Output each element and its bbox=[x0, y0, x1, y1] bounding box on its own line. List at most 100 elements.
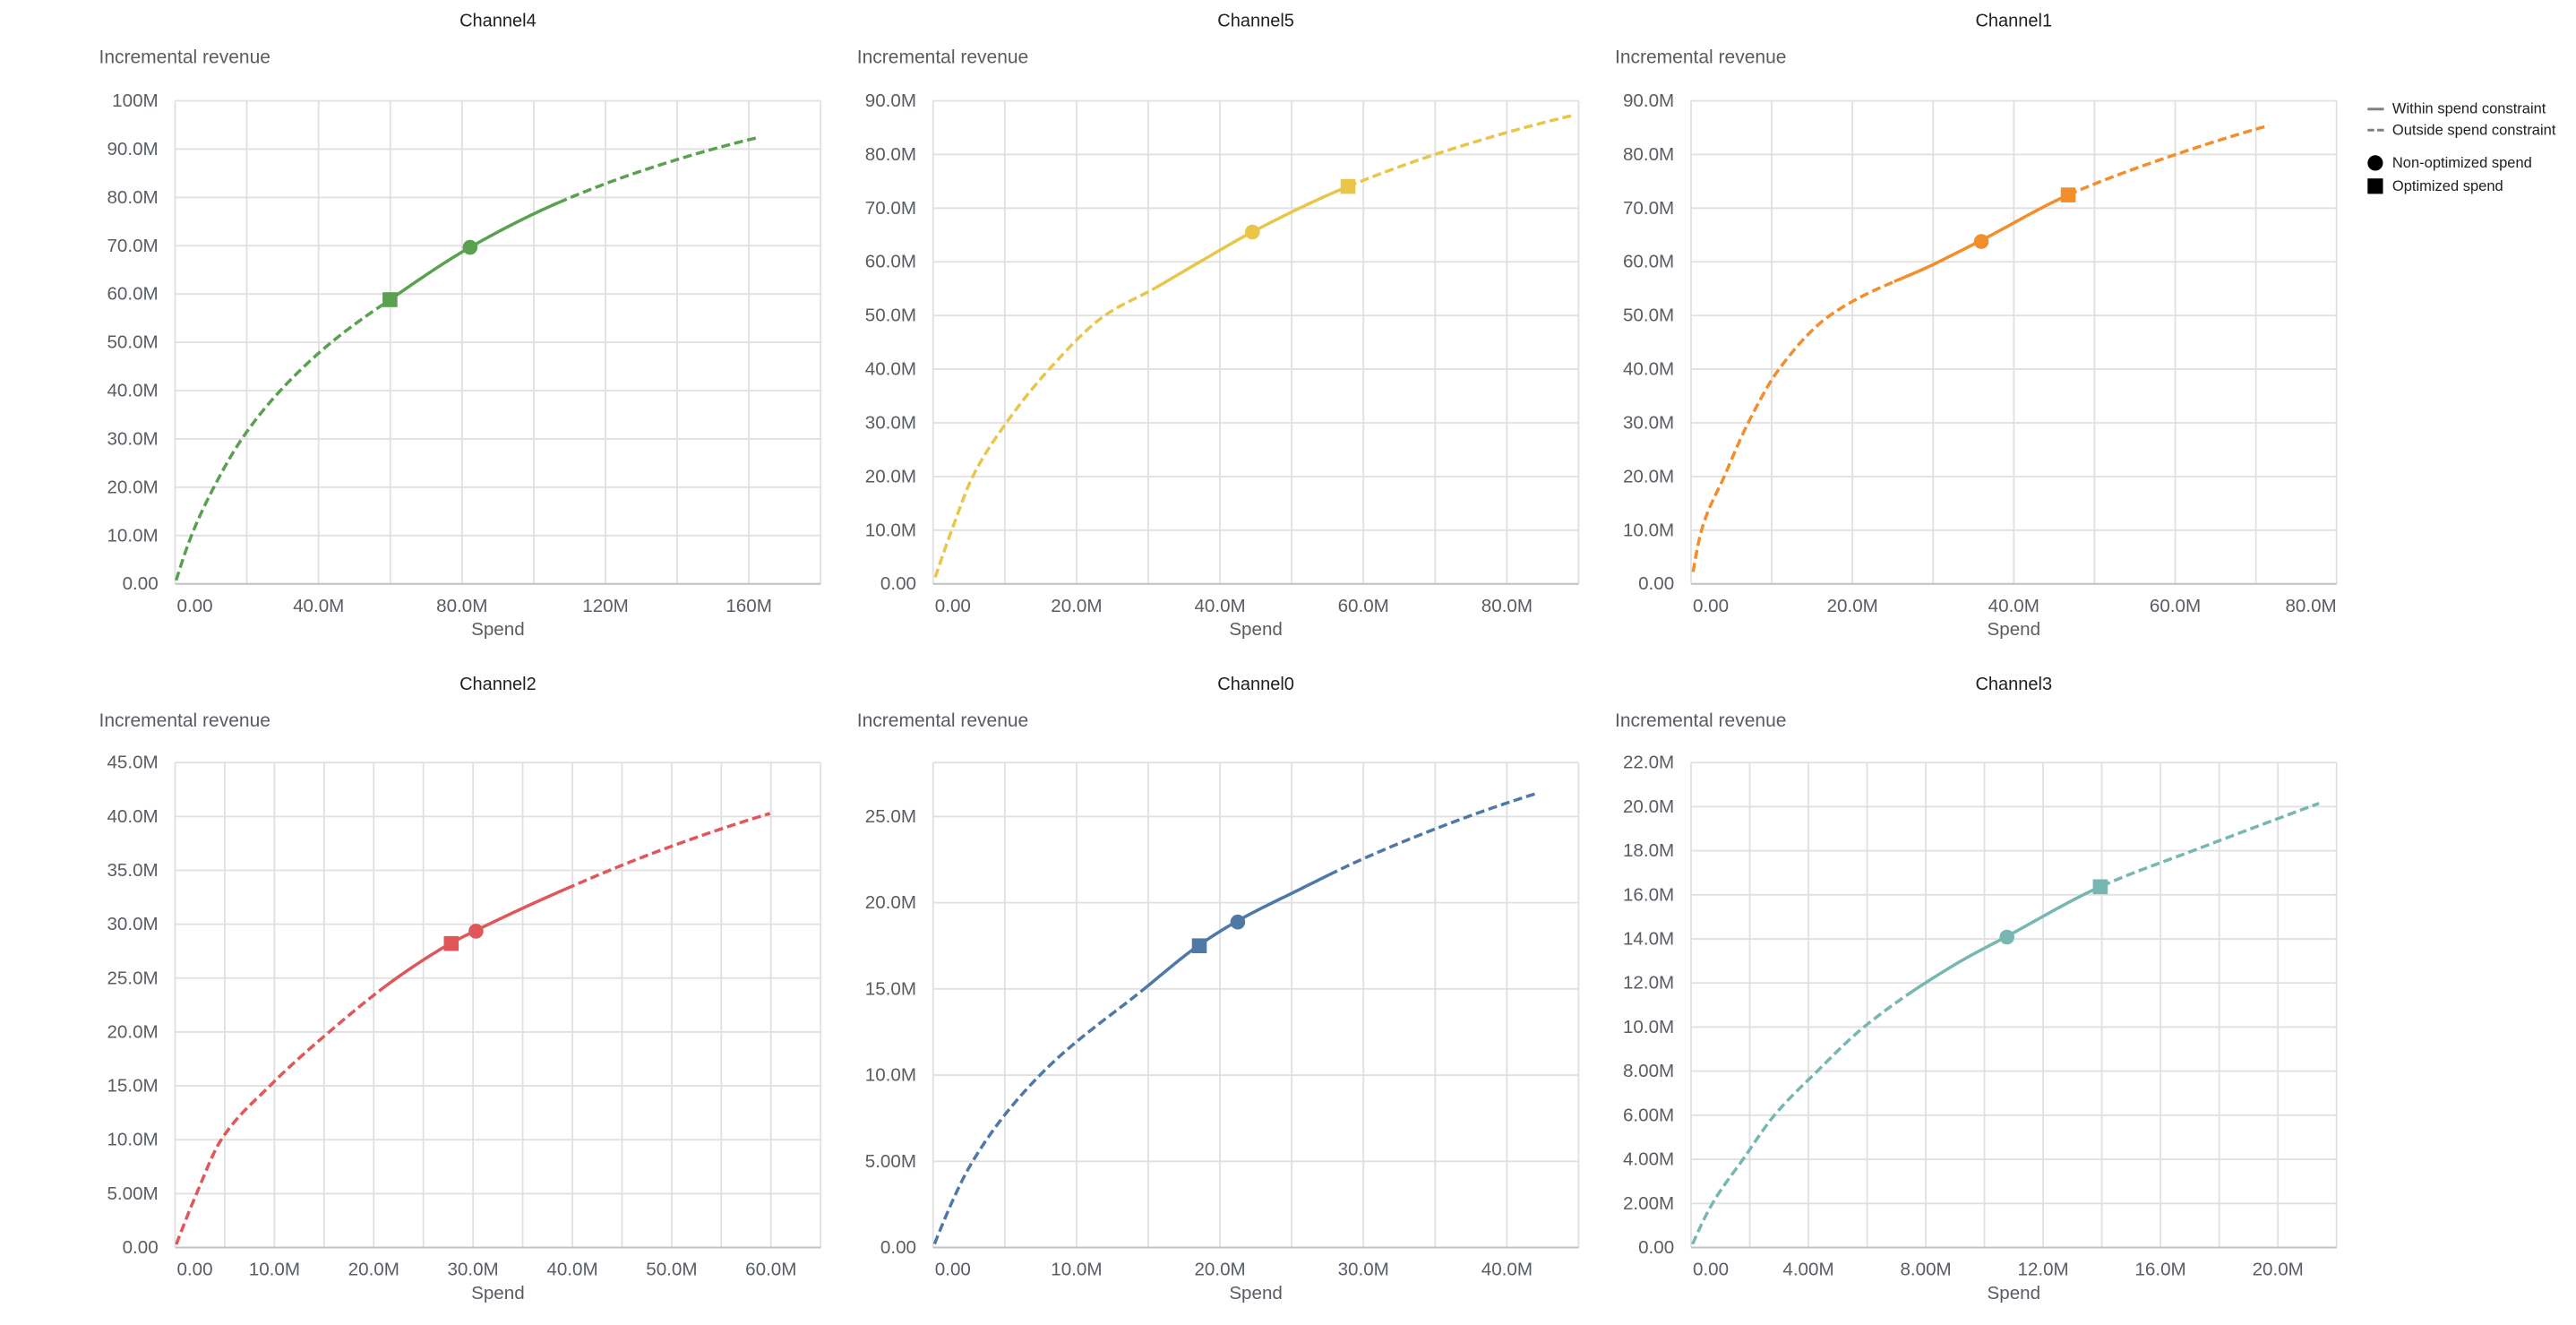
svg-text:5.00M: 5.00M bbox=[107, 1183, 158, 1204]
svg-text:10.0M: 10.0M bbox=[865, 520, 916, 540]
svg-text:40.0M: 40.0M bbox=[546, 1260, 597, 1280]
svg-text:Non-optimized spend: Non-optimized spend bbox=[2392, 155, 2532, 171]
svg-text:10.0M: 10.0M bbox=[865, 1065, 916, 1086]
svg-text:12.0M: 12.0M bbox=[1623, 973, 1674, 994]
svg-text:0.00: 0.00 bbox=[880, 573, 916, 594]
svg-text:80.0M: 80.0M bbox=[1623, 144, 1674, 165]
svg-text:30.0M: 30.0M bbox=[865, 413, 916, 434]
svg-text:20.0M: 20.0M bbox=[107, 1021, 158, 1042]
svg-text:8.00M: 8.00M bbox=[1900, 1260, 1951, 1280]
svg-text:80.0M: 80.0M bbox=[865, 144, 916, 165]
svg-text:0.00: 0.00 bbox=[1693, 596, 1729, 616]
svg-text:40.0M: 40.0M bbox=[1481, 1260, 1533, 1280]
svg-text:8.00M: 8.00M bbox=[1623, 1061, 1674, 1081]
svg-text:90.0M: 90.0M bbox=[107, 139, 158, 159]
svg-text:60.0M: 60.0M bbox=[745, 1260, 796, 1280]
svg-text:90.0M: 90.0M bbox=[865, 90, 916, 111]
svg-text:0.00: 0.00 bbox=[1693, 1260, 1729, 1280]
svg-text:70.0M: 70.0M bbox=[107, 236, 158, 256]
svg-text:16.0M: 16.0M bbox=[2134, 1260, 2185, 1280]
svg-text:0.00: 0.00 bbox=[177, 1260, 213, 1280]
svg-text:20.0M: 20.0M bbox=[1623, 796, 1674, 817]
svg-text:0.00: 0.00 bbox=[123, 573, 159, 594]
svg-text:Channel1: Channel1 bbox=[1975, 12, 2052, 31]
svg-text:Incremental revenue: Incremental revenue bbox=[1615, 710, 1786, 731]
svg-text:40.0M: 40.0M bbox=[1988, 596, 2039, 616]
svg-text:4.00M: 4.00M bbox=[1782, 1260, 1833, 1280]
svg-text:25.0M: 25.0M bbox=[107, 968, 158, 988]
svg-text:Spend: Spend bbox=[1229, 619, 1283, 640]
svg-text:6.00M: 6.00M bbox=[1623, 1105, 1674, 1125]
svg-text:30.0M: 30.0M bbox=[107, 428, 158, 449]
svg-text:40.0M: 40.0M bbox=[107, 806, 158, 827]
svg-text:20.0M: 20.0M bbox=[1623, 466, 1674, 486]
svg-text:Spend: Spend bbox=[471, 619, 525, 640]
svg-text:40.0M: 40.0M bbox=[865, 359, 916, 380]
svg-text:0.00: 0.00 bbox=[123, 1237, 159, 1258]
svg-text:20.0M: 20.0M bbox=[865, 892, 916, 913]
svg-text:80.0M: 80.0M bbox=[436, 596, 487, 616]
svg-text:100M: 100M bbox=[112, 90, 159, 111]
svg-text:Optimized spend: Optimized spend bbox=[2392, 178, 2503, 194]
svg-text:16.0M: 16.0M bbox=[1623, 884, 1674, 905]
svg-text:0.00: 0.00 bbox=[880, 1237, 916, 1258]
svg-text:22.0M: 22.0M bbox=[1623, 753, 1674, 773]
svg-text:20.0M: 20.0M bbox=[2253, 1260, 2304, 1280]
svg-text:Spend: Spend bbox=[1988, 1283, 2041, 1303]
svg-text:80.0M: 80.0M bbox=[107, 187, 158, 208]
svg-text:50.0M: 50.0M bbox=[865, 305, 916, 326]
svg-text:20.0M: 20.0M bbox=[1051, 596, 1102, 616]
svg-text:18.0M: 18.0M bbox=[1623, 840, 1674, 861]
svg-text:10.0M: 10.0M bbox=[107, 525, 158, 546]
svg-text:70.0M: 70.0M bbox=[1623, 198, 1674, 219]
svg-text:160M: 160M bbox=[726, 596, 772, 616]
svg-text:20.0M: 20.0M bbox=[1827, 596, 1878, 616]
svg-text:20.0M: 20.0M bbox=[865, 466, 916, 486]
svg-text:Incremental revenue: Incremental revenue bbox=[857, 710, 1028, 731]
svg-text:Incremental revenue: Incremental revenue bbox=[99, 710, 270, 731]
svg-text:10.0M: 10.0M bbox=[107, 1130, 158, 1150]
svg-text:0.00: 0.00 bbox=[935, 596, 971, 616]
svg-text:0.00: 0.00 bbox=[1638, 573, 1674, 594]
svg-text:4.00M: 4.00M bbox=[1623, 1149, 1674, 1170]
svg-text:80.0M: 80.0M bbox=[2285, 596, 2336, 616]
svg-text:70.0M: 70.0M bbox=[865, 198, 916, 219]
svg-text:60.0M: 60.0M bbox=[865, 252, 916, 272]
svg-text:Incremental revenue: Incremental revenue bbox=[857, 47, 1028, 68]
svg-text:2.00M: 2.00M bbox=[1623, 1193, 1674, 1214]
svg-text:60.0M: 60.0M bbox=[107, 284, 158, 305]
svg-text:10.0M: 10.0M bbox=[249, 1260, 300, 1280]
svg-text:90.0M: 90.0M bbox=[1623, 90, 1674, 111]
svg-text:50.0M: 50.0M bbox=[646, 1260, 697, 1280]
svg-text:0.00: 0.00 bbox=[935, 1260, 971, 1280]
svg-text:80.0M: 80.0M bbox=[1481, 596, 1533, 616]
svg-text:60.0M: 60.0M bbox=[1623, 252, 1674, 272]
svg-text:Incremental revenue: Incremental revenue bbox=[1615, 47, 1786, 68]
svg-text:14.0M: 14.0M bbox=[1623, 929, 1674, 950]
svg-text:40.0M: 40.0M bbox=[1194, 596, 1245, 616]
svg-text:0.00: 0.00 bbox=[1638, 1237, 1674, 1258]
svg-text:40.0M: 40.0M bbox=[1623, 359, 1674, 380]
svg-text:Spend: Spend bbox=[1229, 1283, 1283, 1303]
svg-text:20.0M: 20.0M bbox=[107, 477, 158, 497]
svg-text:0.00: 0.00 bbox=[177, 596, 213, 616]
svg-text:40.0M: 40.0M bbox=[293, 596, 344, 616]
svg-text:Channel2: Channel2 bbox=[459, 675, 537, 694]
svg-text:10.0M: 10.0M bbox=[1623, 1017, 1674, 1037]
svg-text:50.0M: 50.0M bbox=[107, 332, 158, 353]
svg-text:Spend: Spend bbox=[1988, 619, 2041, 640]
svg-text:12.0M: 12.0M bbox=[2017, 1260, 2068, 1280]
svg-text:40.0M: 40.0M bbox=[107, 381, 158, 401]
svg-text:30.0M: 30.0M bbox=[447, 1260, 498, 1280]
svg-text:Incremental revenue: Incremental revenue bbox=[99, 47, 270, 68]
svg-text:25.0M: 25.0M bbox=[865, 806, 916, 827]
svg-text:10.0M: 10.0M bbox=[1623, 520, 1674, 540]
svg-text:15.0M: 15.0M bbox=[865, 978, 916, 999]
svg-text:Spend: Spend bbox=[471, 1283, 525, 1303]
svg-text:Within spend constraint: Within spend constraint bbox=[2392, 101, 2546, 117]
svg-text:15.0M: 15.0M bbox=[107, 1076, 158, 1097]
svg-text:Channel3: Channel3 bbox=[1975, 675, 2052, 694]
svg-text:45.0M: 45.0M bbox=[107, 753, 158, 773]
svg-text:Outside spend constraint: Outside spend constraint bbox=[2392, 122, 2556, 138]
svg-text:30.0M: 30.0M bbox=[1338, 1260, 1389, 1280]
